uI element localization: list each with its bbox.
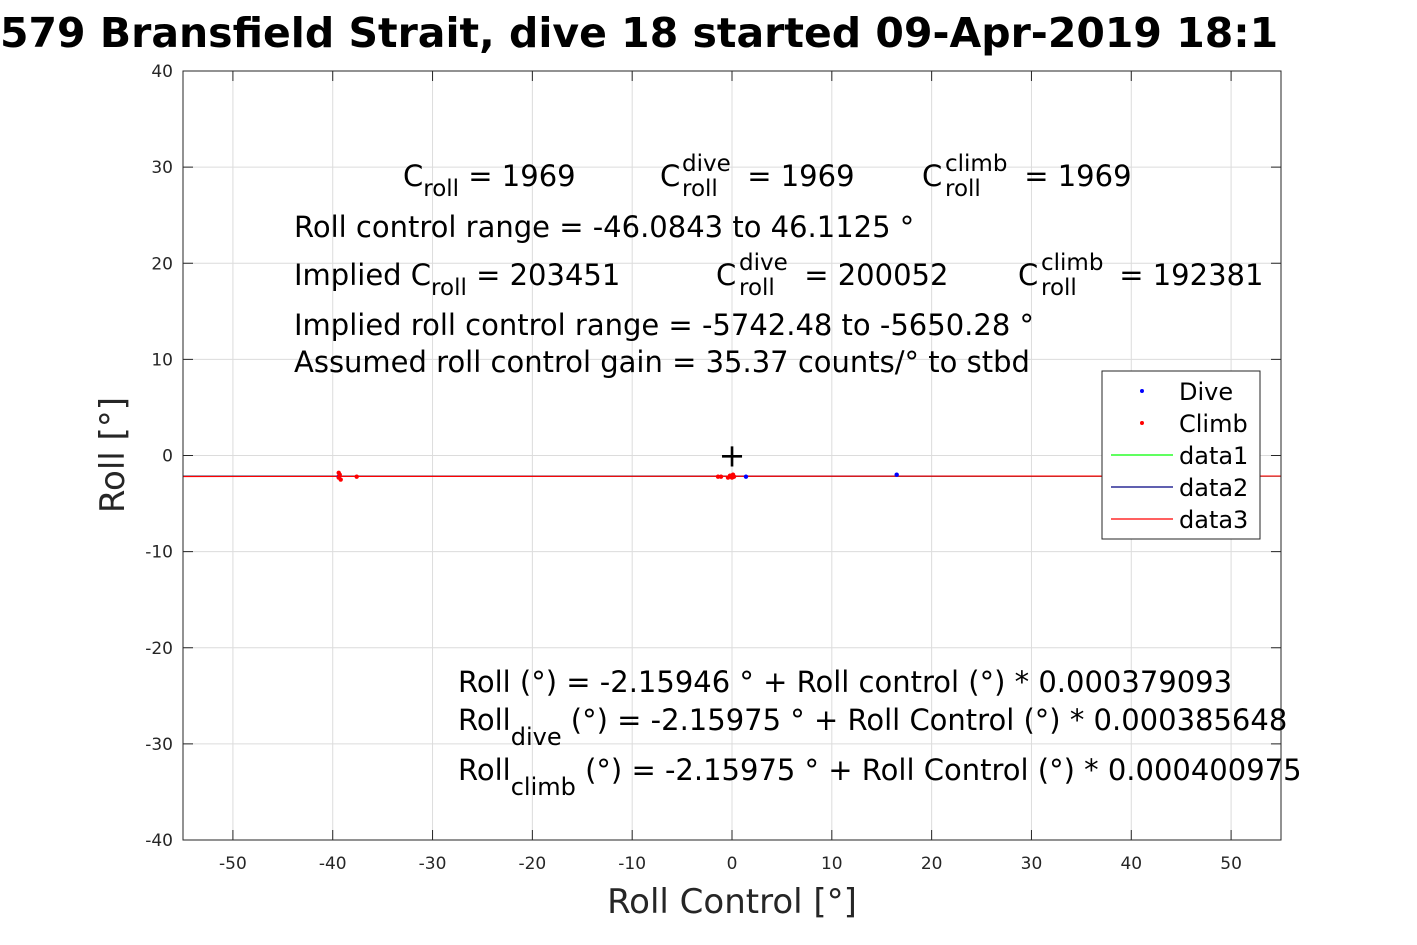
implied-c-climb-symbol: C <box>1018 258 1038 292</box>
fit-dive-equation: (°) = -2.15975 ° + Roll Control (°) * 0.… <box>562 703 1288 737</box>
legend-label-climb: Climb <box>1179 410 1248 438</box>
fit-dive-prefix: Roll <box>458 703 511 737</box>
point-climb <box>354 474 359 479</box>
x-tick-label: -30 <box>419 854 447 874</box>
legend-label-data3: data3 <box>1179 506 1248 534</box>
fit-climb-subscript: climb <box>511 773 576 801</box>
x-tick-label: 10 <box>821 854 843 874</box>
legend-items: Dive Climb data1 data2 data3 <box>1111 378 1248 534</box>
dive-superscript: dive <box>682 151 731 177</box>
legend-label-data2: data2 <box>1179 474 1248 502</box>
point-climb <box>731 474 737 479</box>
legend-marker-dive <box>1140 389 1144 393</box>
x-tick-label: -50 <box>219 854 247 874</box>
x-tick-label: -20 <box>518 854 546 874</box>
roll-subscript: roll <box>423 176 459 202</box>
y-tick-label: 40 <box>151 62 173 82</box>
legend-label-dive: Dive <box>1179 378 1233 406</box>
origin-plus-marker: + <box>719 437 746 475</box>
legend: Dive Climb data1 data2 data3 <box>1101 370 1261 540</box>
roll-subscript: roll <box>739 275 775 301</box>
implied-c-climb-value: = 192381 <box>1110 258 1263 292</box>
legend-label-data1: data1 <box>1179 442 1248 470</box>
origin-marker: + <box>719 437 746 475</box>
climb-superscript: climb <box>1041 250 1103 276</box>
y-tick-label: -30 <box>145 735 173 755</box>
annotation-implied-roll-range: Implied roll control range = -5742.48 to… <box>294 308 1034 342</box>
x-tick-label: 0 <box>727 854 738 874</box>
y-tick-label: 10 <box>151 350 173 370</box>
fit-climb-equation: (°) = -2.15975 ° + Roll Control (°) * 0.… <box>576 753 1302 787</box>
axis-ticks: -50 -40 -30 -20 -10 0 10 20 30 40 50 -40 -30 -20 -10 0 1… <box>145 62 1281 874</box>
x-tick-label: -40 <box>319 854 347 874</box>
dive-superscript: dive <box>739 250 788 276</box>
x-tick-label: 50 <box>1220 854 1242 874</box>
c-roll-value: = 1969 <box>459 159 576 193</box>
c-climb-symbol: C <box>922 159 942 193</box>
c-dive-value: = 1969 <box>738 159 855 193</box>
y-tick-label: -20 <box>145 639 173 659</box>
x-tick-label: 30 <box>1021 854 1043 874</box>
legend-marker-climb <box>1140 421 1144 425</box>
annotation-fit-climb: Rollclimb (°) = -2.15975 ° + Roll Contro… <box>458 753 1302 801</box>
climb-superscript: climb <box>945 151 1007 177</box>
y-tick-label: 30 <box>151 158 173 178</box>
annotation-fit-overall: Roll (°) = -2.15946 ° + Roll control (°)… <box>458 665 1232 699</box>
roll-subscript: roll <box>682 176 718 202</box>
annotation-roll-control-gain: Assumed roll control gain = 35.37 counts… <box>294 345 1030 379</box>
point-dive <box>743 474 749 479</box>
implied-c-label: Implied C <box>294 258 431 292</box>
point-climb <box>718 474 724 479</box>
x-tick-label: -10 <box>618 854 646 874</box>
x-tick-label: 40 <box>1120 854 1142 874</box>
implied-c-dive-symbol: C <box>716 258 736 292</box>
annotation-fit-dive: Rolldive (°) = -2.15975 ° + Roll Control… <box>458 703 1287 751</box>
y-axis-label: Roll [°] <box>93 397 133 513</box>
point-climb <box>336 470 341 476</box>
fit-dive-subscript: dive <box>511 723 562 751</box>
x-axis-label: Roll Control [°] <box>607 882 857 922</box>
x-tick-label: 20 <box>921 854 943 874</box>
implied-c-roll-value: = 203451 <box>467 258 620 292</box>
chart-title: 579 Bransfield Strait, dive 18 started 0… <box>0 9 1278 57</box>
roll-subscript: roll <box>1041 275 1077 301</box>
implied-c-dive-value: = 200052 <box>795 258 948 292</box>
y-tick-label: -40 <box>145 831 173 851</box>
annotation-roll-control-range: Roll control range = -46.0843 to 46.1125… <box>294 210 914 244</box>
y-tick-label: 20 <box>151 254 173 274</box>
fit-climb-prefix: Roll <box>458 753 511 787</box>
c-symbol: C <box>403 159 423 193</box>
roll-subscript: roll <box>431 275 467 301</box>
y-tick-label: 0 <box>162 447 173 467</box>
point-dive <box>894 472 899 477</box>
c-climb-value: = 1969 <box>1015 159 1132 193</box>
roll-subscript: roll <box>945 176 981 202</box>
point-climb <box>338 477 343 482</box>
data-points <box>336 470 899 482</box>
c-dive-symbol: C <box>660 159 680 193</box>
y-tick-label: -10 <box>145 543 173 563</box>
